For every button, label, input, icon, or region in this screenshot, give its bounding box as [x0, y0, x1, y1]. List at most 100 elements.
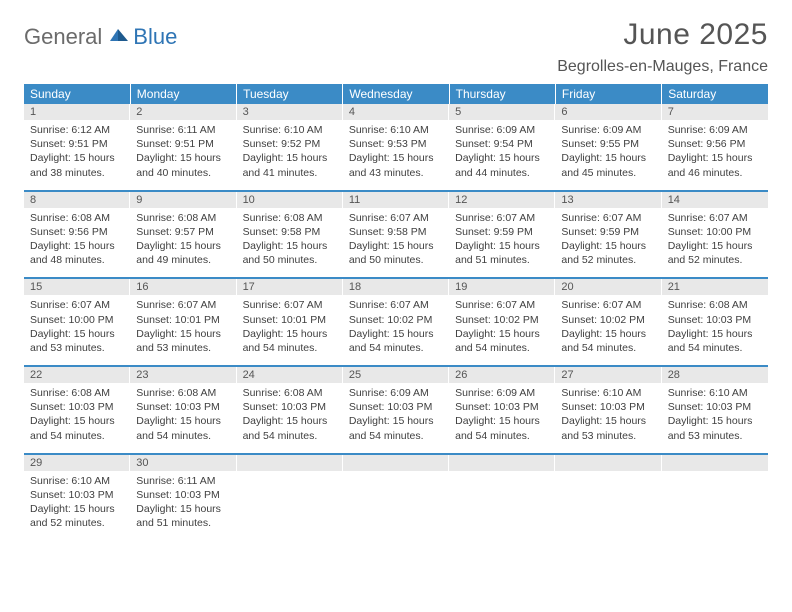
- day-cell: 13Sunrise: 6:07 AMSunset: 9:59 PMDayligh…: [555, 191, 661, 279]
- day-body: Sunrise: 6:08 AMSunset: 10:03 PMDaylight…: [24, 383, 130, 453]
- day-body: Sunrise: 6:09 AMSunset: 9:55 PMDaylight:…: [555, 120, 661, 190]
- header: General Blue June 2025 Begrolles-en-Maug…: [24, 18, 768, 76]
- day-number-empty: [343, 455, 449, 471]
- day-body-empty: [343, 471, 449, 529]
- day-number: 19: [449, 279, 555, 295]
- day-cell: 8Sunrise: 6:08 AMSunset: 9:56 PMDaylight…: [24, 191, 130, 279]
- day-number: 2: [130, 104, 236, 120]
- day-number: 17: [237, 279, 343, 295]
- day-number: 22: [24, 367, 130, 383]
- day-body: Sunrise: 6:09 AMSunset: 9:54 PMDaylight:…: [449, 120, 555, 190]
- day-cell: 29Sunrise: 6:10 AMSunset: 10:03 PMDaylig…: [24, 454, 130, 541]
- day-number-empty: [555, 455, 661, 471]
- week-row: 1Sunrise: 6:12 AMSunset: 9:51 PMDaylight…: [24, 104, 768, 191]
- day-body: Sunrise: 6:08 AMSunset: 9:58 PMDaylight:…: [237, 208, 343, 278]
- day-number-empty: [662, 455, 768, 471]
- day-body: Sunrise: 6:09 AMSunset: 9:56 PMDaylight:…: [662, 120, 768, 190]
- day-body-empty: [662, 471, 768, 529]
- day-body-empty: [449, 471, 555, 529]
- day-body: Sunrise: 6:11 AMSunset: 10:03 PMDaylight…: [130, 471, 236, 541]
- day-number: 8: [24, 192, 130, 208]
- day-number: 9: [130, 192, 236, 208]
- day-cell: 20Sunrise: 6:07 AMSunset: 10:02 PMDaylig…: [555, 278, 661, 366]
- day-body: Sunrise: 6:07 AMSunset: 10:02 PMDaylight…: [343, 295, 449, 365]
- day-number: 18: [343, 279, 449, 295]
- day-cell: 5Sunrise: 6:09 AMSunset: 9:54 PMDaylight…: [449, 104, 555, 191]
- day-cell: 21Sunrise: 6:08 AMSunset: 10:03 PMDaylig…: [662, 278, 768, 366]
- day-body: Sunrise: 6:07 AMSunset: 10:01 PMDaylight…: [237, 295, 343, 365]
- day-number: 14: [662, 192, 768, 208]
- day-body: Sunrise: 6:08 AMSunset: 10:03 PMDaylight…: [130, 383, 236, 453]
- day-number: 7: [662, 104, 768, 120]
- day-cell: [237, 454, 343, 541]
- weekday-header: Wednesday: [343, 84, 449, 104]
- day-body: Sunrise: 6:11 AMSunset: 9:51 PMDaylight:…: [130, 120, 236, 190]
- day-number: 26: [449, 367, 555, 383]
- day-body: Sunrise: 6:07 AMSunset: 10:00 PMDaylight…: [662, 208, 768, 278]
- week-row: 15Sunrise: 6:07 AMSunset: 10:00 PMDaylig…: [24, 278, 768, 366]
- day-body-empty: [237, 471, 343, 529]
- day-number: 1: [24, 104, 130, 120]
- day-cell: 12Sunrise: 6:07 AMSunset: 9:59 PMDayligh…: [449, 191, 555, 279]
- day-body: Sunrise: 6:10 AMSunset: 10:03 PMDaylight…: [555, 383, 661, 453]
- day-number: 28: [662, 367, 768, 383]
- day-number: 4: [343, 104, 449, 120]
- day-cell: 28Sunrise: 6:10 AMSunset: 10:03 PMDaylig…: [662, 366, 768, 454]
- day-cell: 25Sunrise: 6:09 AMSunset: 10:03 PMDaylig…: [343, 366, 449, 454]
- day-number: 30: [130, 455, 236, 471]
- day-body: Sunrise: 6:07 AMSunset: 10:02 PMDaylight…: [555, 295, 661, 365]
- day-cell: 23Sunrise: 6:08 AMSunset: 10:03 PMDaylig…: [130, 366, 236, 454]
- day-body: Sunrise: 6:09 AMSunset: 10:03 PMDaylight…: [343, 383, 449, 453]
- day-cell: [555, 454, 661, 541]
- week-row: 29Sunrise: 6:10 AMSunset: 10:03 PMDaylig…: [24, 454, 768, 541]
- day-number: 25: [343, 367, 449, 383]
- day-cell: 24Sunrise: 6:08 AMSunset: 10:03 PMDaylig…: [237, 366, 343, 454]
- day-number: 20: [555, 279, 661, 295]
- day-cell: 27Sunrise: 6:10 AMSunset: 10:03 PMDaylig…: [555, 366, 661, 454]
- logo: General Blue: [24, 24, 177, 50]
- day-cell: 15Sunrise: 6:07 AMSunset: 10:00 PMDaylig…: [24, 278, 130, 366]
- day-cell: 3Sunrise: 6:10 AMSunset: 9:52 PMDaylight…: [237, 104, 343, 191]
- day-number: 15: [24, 279, 130, 295]
- logo-text-blue: Blue: [133, 24, 177, 50]
- weekday-header: Thursday: [449, 84, 555, 104]
- day-body: Sunrise: 6:07 AMSunset: 10:01 PMDaylight…: [130, 295, 236, 365]
- day-body: Sunrise: 6:07 AMSunset: 10:00 PMDaylight…: [24, 295, 130, 365]
- day-number: 5: [449, 104, 555, 120]
- weekday-header: Sunday: [24, 84, 130, 104]
- day-cell: 17Sunrise: 6:07 AMSunset: 10:01 PMDaylig…: [237, 278, 343, 366]
- day-cell: 11Sunrise: 6:07 AMSunset: 9:58 PMDayligh…: [343, 191, 449, 279]
- day-body: Sunrise: 6:08 AMSunset: 9:56 PMDaylight:…: [24, 208, 130, 278]
- calendar-table: Sunday Monday Tuesday Wednesday Thursday…: [24, 84, 768, 540]
- weekday-header: Monday: [130, 84, 236, 104]
- day-body: Sunrise: 6:12 AMSunset: 9:51 PMDaylight:…: [24, 120, 130, 190]
- day-number-empty: [449, 455, 555, 471]
- day-body: Sunrise: 6:10 AMSunset: 10:03 PMDaylight…: [662, 383, 768, 453]
- day-cell: 4Sunrise: 6:10 AMSunset: 9:53 PMDaylight…: [343, 104, 449, 191]
- day-body: Sunrise: 6:08 AMSunset: 10:03 PMDaylight…: [237, 383, 343, 453]
- day-number: 13: [555, 192, 661, 208]
- weekday-header-row: Sunday Monday Tuesday Wednesday Thursday…: [24, 84, 768, 104]
- day-cell: 9Sunrise: 6:08 AMSunset: 9:57 PMDaylight…: [130, 191, 236, 279]
- day-cell: 26Sunrise: 6:09 AMSunset: 10:03 PMDaylig…: [449, 366, 555, 454]
- day-cell: 16Sunrise: 6:07 AMSunset: 10:01 PMDaylig…: [130, 278, 236, 366]
- day-body: Sunrise: 6:08 AMSunset: 9:57 PMDaylight:…: [130, 208, 236, 278]
- day-body: Sunrise: 6:09 AMSunset: 10:03 PMDaylight…: [449, 383, 555, 453]
- day-cell: 2Sunrise: 6:11 AMSunset: 9:51 PMDaylight…: [130, 104, 236, 191]
- day-body: Sunrise: 6:07 AMSunset: 10:02 PMDaylight…: [449, 295, 555, 365]
- weekday-header: Friday: [555, 84, 661, 104]
- day-number: 11: [343, 192, 449, 208]
- day-cell: 30Sunrise: 6:11 AMSunset: 10:03 PMDaylig…: [130, 454, 236, 541]
- day-cell: [662, 454, 768, 541]
- day-cell: [449, 454, 555, 541]
- day-body: Sunrise: 6:08 AMSunset: 10:03 PMDaylight…: [662, 295, 768, 365]
- day-number: 12: [449, 192, 555, 208]
- day-cell: 1Sunrise: 6:12 AMSunset: 9:51 PMDaylight…: [24, 104, 130, 191]
- day-cell: 18Sunrise: 6:07 AMSunset: 10:02 PMDaylig…: [343, 278, 449, 366]
- day-cell: 14Sunrise: 6:07 AMSunset: 10:00 PMDaylig…: [662, 191, 768, 279]
- logo-text-general: General: [24, 24, 102, 50]
- week-row: 8Sunrise: 6:08 AMSunset: 9:56 PMDaylight…: [24, 191, 768, 279]
- day-number: 21: [662, 279, 768, 295]
- day-number: 23: [130, 367, 236, 383]
- location: Begrolles-en-Mauges, France: [557, 58, 768, 76]
